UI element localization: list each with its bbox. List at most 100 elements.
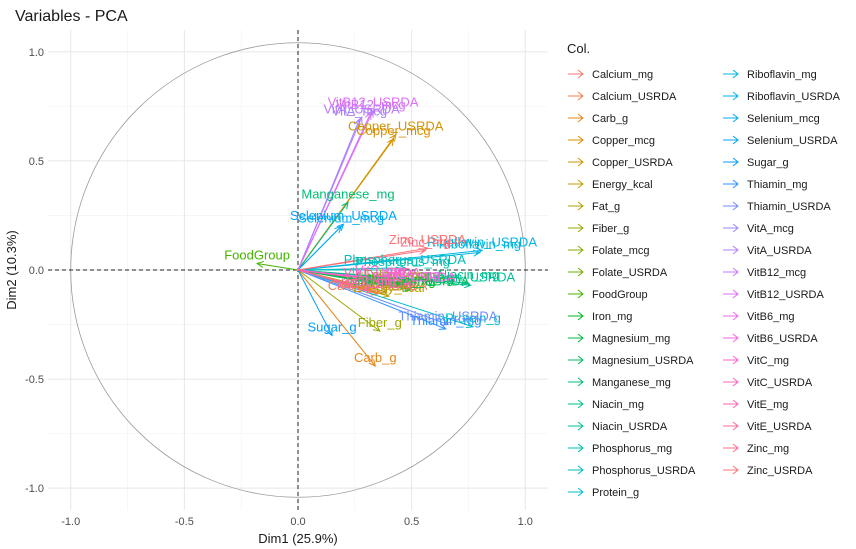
legend: Calcium_mg Calcium_USRDA Carb_g Copper_mcg C… <box>568 69 841 499</box>
arrow-carb_g <box>297 269 376 367</box>
arrow-manganese_mg <box>297 202 349 271</box>
point-label-foodgroup: FoodGroup <box>224 247 290 262</box>
legend-item-calcium_usrda: Calcium_USRDA <box>568 91 677 103</box>
arrow-protein_g <box>297 269 474 328</box>
point-label-vite_mg: VitE_mg <box>346 274 395 289</box>
legend-key-arrowhead <box>577 201 584 211</box>
y-tick-label: 1.0 <box>29 47 44 59</box>
arrowhead-niacin_usrda <box>464 281 472 289</box>
legend-item-magnesium_mg: Magnesium_mg <box>568 333 670 345</box>
arrow-sugar_g <box>297 269 333 336</box>
legend-item-foodgroup: FoodGroup <box>568 289 648 301</box>
point-label-vitb6_usrda: VitB6_USRDA <box>372 269 456 284</box>
arrowhead-riboflavin_usrda <box>475 247 484 255</box>
legend-item-calcium_mg: Calcium_mg <box>568 69 653 81</box>
legend-key-arrowhead <box>577 267 584 277</box>
legend-item-folate_mcg: Folate_mcg <box>568 245 649 257</box>
y-tick-label: 0.5 <box>29 156 44 168</box>
point-label-folate_usrda: Folate_USRDA <box>356 269 445 284</box>
legend-label: Fat_g <box>592 201 620 213</box>
legend-key-arrowhead <box>732 69 739 79</box>
point-label-vite_usrda: VitE_USRDA <box>335 276 412 291</box>
point-label-calcium_usrda: Calcium_USRDA <box>328 278 428 293</box>
point-label-phosphorus_usrda: Phosphorus_USRDA <box>344 252 466 267</box>
arrow-selenium_usrda <box>297 223 344 271</box>
legend-key-arrowhead <box>732 113 739 123</box>
legend-label: Iron_mg <box>592 311 632 323</box>
arrowhead-selenium_usrda <box>336 223 345 231</box>
legend-item-vitb12_usrda: VitB12_USRDA <box>723 289 824 301</box>
legend-item-protein_g: Protein_g <box>568 487 639 499</box>
legend-label: Riboflavin_mg <box>747 69 817 81</box>
legend-item-magnesium_usrda: Magnesium_USRDA <box>568 355 694 367</box>
legend-key-arrowhead <box>732 135 739 145</box>
legend-label: Selenium_USRDA <box>747 135 838 147</box>
point-label-selenium_mcg: Selenium_mcg <box>298 210 384 225</box>
legend-item-vite_usrda: VitE_USRDA <box>723 421 812 433</box>
legend-label: VitA_mcg <box>747 223 794 235</box>
legend-key-arrowhead <box>732 91 739 101</box>
point-label-energy_kcal: Energy_kcal <box>353 280 425 295</box>
legend-label: Thiamin_USRDA <box>747 201 831 213</box>
point-label-magnesium_mg: Magnesium_mg <box>361 271 454 286</box>
point-label-riboflavin_mg: Riboflavin_mg <box>439 237 521 252</box>
arrowhead-vitb6_usrda <box>407 281 416 288</box>
legend-item-fiber_g: Fiber_g <box>568 223 629 235</box>
point-label-thiamin_mg: Thiamin_mg <box>410 313 482 328</box>
legend-key-arrowhead <box>577 421 584 431</box>
legend-item-riboflavin_mg: Riboflavin_mg <box>723 69 817 81</box>
legend-key-arrowhead <box>577 355 584 365</box>
legend-key-arrowhead <box>732 355 739 365</box>
legend-item-sugar_g: Sugar_g <box>723 157 789 169</box>
point-label-vitc_usrda: VitC_USRDA <box>344 265 421 280</box>
arrow-magnesium_usrda <box>297 269 410 291</box>
legend-label: VitC_mg <box>747 355 789 367</box>
legend-item-thiamin_usrda: Thiamin_USRDA <box>723 201 831 213</box>
arrowhead-zinc_usrda <box>420 245 429 253</box>
arrow-zinc_usrda <box>297 247 428 271</box>
legend-label: Energy_kcal <box>592 179 653 191</box>
legend-item-vitb6_usrda: VitB6_USRDA <box>723 333 818 345</box>
legend-key-arrowhead <box>732 421 739 431</box>
y-tick-label: -0.5 <box>25 374 44 386</box>
y-tick-label: -1.0 <box>25 483 44 495</box>
legend-label: VitB6_mg <box>747 311 795 323</box>
legend-label: Phosphorus_USRDA <box>592 465 696 477</box>
y-tick-label: 0.0 <box>29 265 44 277</box>
legend-label: Niacin_mg <box>592 399 644 411</box>
legend-key-arrowhead <box>577 399 584 409</box>
legend-item-niacin_mg: Niacin_mg <box>568 399 644 411</box>
legend-item-vitb6_mg: VitB6_mg <box>723 311 795 323</box>
legend-key-arrowhead <box>732 399 739 409</box>
point-label-iron_mg: Iron_mg <box>388 274 436 289</box>
legend-item-zinc_mg: Zinc_mg <box>723 443 789 455</box>
legend-key-arrowhead <box>577 179 584 189</box>
legend-label: Phosphorus_mg <box>592 443 672 455</box>
arrowhead-carb_g <box>368 359 376 367</box>
legend-item-vitc_mg: VitC_mg <box>723 355 789 367</box>
y-axis-label: Dim2 (10.3%) <box>4 230 19 309</box>
point-label-vitb6_mg: VitB6_mg <box>384 267 440 282</box>
legend-item-zinc_usrda: Zinc_USRDA <box>723 465 813 477</box>
point-label-niacin_usrda: Niacin_USRDA <box>426 269 515 284</box>
point-label-vita_usrda: VitA_USRDA <box>323 101 400 116</box>
point-label-fiber_g: Fiber_g <box>358 315 402 330</box>
arrowhead-energy_kcal <box>381 291 391 298</box>
x-axis-label: Dim1 (25.9%) <box>258 531 337 546</box>
legend-key-arrowhead <box>732 223 739 233</box>
y-axis-ticks: -1.0 -0.5 0.0 0.5 1.0 <box>25 47 44 495</box>
legend-item-selenium_usrda: Selenium_USRDA <box>723 135 838 147</box>
point-label-manganese_mg: Manganese_mg <box>301 186 394 201</box>
point-label-copper_mcg: Copper_mcg <box>356 123 430 138</box>
legend-label: Calcium_mg <box>592 69 653 81</box>
legend-key-arrowhead <box>577 223 584 233</box>
legend-key-arrowhead <box>732 201 739 211</box>
legend-label: Fiber_g <box>592 223 629 235</box>
legend-key-arrowhead <box>732 377 739 387</box>
x-tick-label: -0.5 <box>175 516 194 528</box>
legend-key-arrowhead <box>577 69 584 79</box>
x-tick-label: 1.0 <box>518 516 533 528</box>
legend-item-selenium_mcg: Selenium_mcg <box>723 113 820 125</box>
legend-label: Magnesium_USRDA <box>592 355 694 367</box>
